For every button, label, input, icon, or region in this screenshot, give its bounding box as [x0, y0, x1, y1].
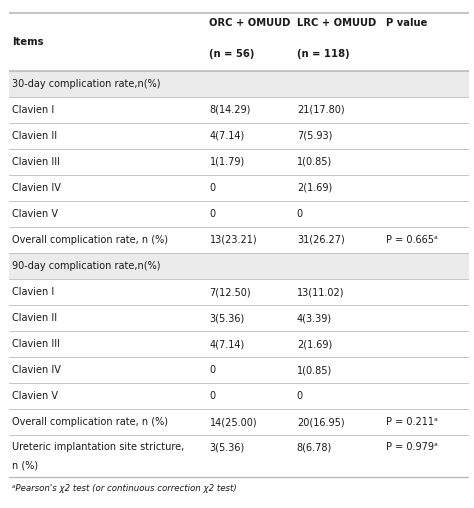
Text: 0: 0	[210, 183, 216, 193]
Text: 3(5.36): 3(5.36)	[210, 442, 245, 452]
Text: (n = 56): (n = 56)	[210, 49, 255, 59]
Text: Ureteric implantation site stricture,: Ureteric implantation site stricture,	[12, 442, 184, 452]
Text: 0: 0	[210, 365, 216, 375]
Text: 20(16.95): 20(16.95)	[297, 417, 345, 427]
Text: Overall complication rate, n (%): Overall complication rate, n (%)	[12, 417, 168, 427]
Text: (n = 118): (n = 118)	[297, 49, 349, 59]
Text: 0: 0	[210, 209, 216, 219]
Text: 7(5.93): 7(5.93)	[297, 131, 332, 141]
Text: 2(1.69): 2(1.69)	[297, 339, 332, 349]
Text: 8(14.29): 8(14.29)	[210, 105, 251, 115]
Text: Clavien IV: Clavien IV	[12, 183, 61, 193]
Text: Clavien V: Clavien V	[12, 209, 58, 219]
Text: 1(1.79): 1(1.79)	[210, 157, 245, 167]
Text: Clavien IV: Clavien IV	[12, 365, 61, 375]
Text: Clavien II: Clavien II	[12, 131, 57, 141]
Text: LRC + OMUUD: LRC + OMUUD	[297, 18, 376, 28]
Text: 4(3.39): 4(3.39)	[297, 313, 332, 323]
Text: 30-day complication rate,n(%): 30-day complication rate,n(%)	[12, 79, 160, 88]
Bar	[9, 253, 469, 279]
Text: 0: 0	[297, 209, 303, 219]
Text: 0: 0	[210, 391, 216, 401]
Text: P = 0.665ᵃ: P = 0.665ᵃ	[386, 235, 438, 245]
Text: Items: Items	[12, 37, 43, 47]
Text: P = 0.979ᵃ: P = 0.979ᵃ	[386, 442, 438, 452]
Text: 21(17.80): 21(17.80)	[297, 105, 345, 115]
Text: ORC + OMUUD: ORC + OMUUD	[210, 18, 291, 28]
Text: Clavien II: Clavien II	[12, 313, 57, 323]
Bar	[9, 71, 469, 97]
Text: 90-day complication rate,n(%): 90-day complication rate,n(%)	[12, 261, 160, 271]
Text: P value: P value	[386, 18, 428, 28]
Text: ᵃPearson's χ2 test (or continuous correction χ2 test): ᵃPearson's χ2 test (or continuous correc…	[12, 484, 237, 493]
Text: 1(0.85): 1(0.85)	[297, 157, 332, 167]
Text: 2(1.69): 2(1.69)	[297, 183, 332, 193]
Text: Clavien III: Clavien III	[12, 339, 60, 349]
Text: 13(23.21): 13(23.21)	[210, 235, 257, 245]
Text: 8(6.78): 8(6.78)	[297, 442, 332, 452]
Text: Clavien III: Clavien III	[12, 157, 60, 167]
Text: 4(7.14): 4(7.14)	[210, 131, 245, 141]
Text: 3(5.36): 3(5.36)	[210, 313, 245, 323]
Text: 14(25.00): 14(25.00)	[210, 417, 257, 427]
Text: 13(11.02): 13(11.02)	[297, 287, 344, 297]
Text: Overall complication rate, n (%): Overall complication rate, n (%)	[12, 235, 168, 245]
Text: Clavien I: Clavien I	[12, 105, 54, 115]
Text: 7(12.50): 7(12.50)	[210, 287, 251, 297]
Text: Clavien I: Clavien I	[12, 287, 54, 297]
Text: 0: 0	[297, 391, 303, 401]
Text: 1(0.85): 1(0.85)	[297, 365, 332, 375]
Text: P = 0.211ᵃ: P = 0.211ᵃ	[386, 417, 438, 427]
Text: n (%): n (%)	[12, 460, 38, 470]
Text: 4(7.14): 4(7.14)	[210, 339, 245, 349]
Text: 31(26.27): 31(26.27)	[297, 235, 345, 245]
Text: Clavien V: Clavien V	[12, 391, 58, 401]
